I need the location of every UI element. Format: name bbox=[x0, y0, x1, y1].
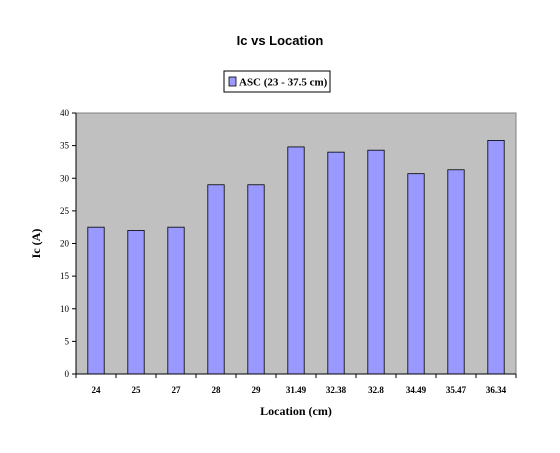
bar bbox=[207, 184, 225, 375]
chart-title: Ic vs Location bbox=[237, 33, 324, 48]
x-tick-label: 24 bbox=[92, 385, 102, 395]
legend-swatch bbox=[228, 76, 237, 87]
y-tick-label: 35 bbox=[60, 141, 70, 151]
y-tick-label: 40 bbox=[60, 108, 70, 118]
bar bbox=[287, 146, 305, 375]
bar bbox=[247, 184, 265, 375]
bars-group bbox=[87, 140, 505, 375]
x-axis: 24 25 27 28 29 31.49 32.38 32.8 34.49 35.47 36.34 bbox=[75, 374, 517, 395]
x-tick-label: 34.49 bbox=[406, 385, 427, 395]
legend-label: ASC (23 - 37.5 cm) bbox=[239, 77, 328, 89]
bar bbox=[367, 149, 385, 375]
y-axis-label: Ic (A) bbox=[29, 229, 43, 259]
bar bbox=[167, 226, 185, 375]
legend: ASC (23 - 37.5 cm) bbox=[223, 70, 331, 93]
bar bbox=[87, 226, 105, 375]
x-tick-label: 32.38 bbox=[326, 385, 347, 395]
y-tick-label: 30 bbox=[60, 173, 70, 183]
x-tick-label: 27 bbox=[172, 385, 182, 395]
y-tick-label: 15 bbox=[60, 271, 70, 281]
x-tick-label: 32.8 bbox=[368, 385, 384, 395]
x-axis-label: Location (cm) bbox=[260, 404, 332, 418]
y-tick-label: 20 bbox=[60, 239, 70, 249]
bar bbox=[127, 230, 145, 375]
y-tick-label: 5 bbox=[65, 336, 70, 346]
y-tick-label: 0 bbox=[65, 369, 70, 379]
y-tick-label: 10 bbox=[60, 304, 70, 314]
x-tick-label: 31.49 bbox=[286, 385, 307, 395]
x-tick-label: 29 bbox=[252, 385, 262, 395]
x-tick-label: 36.34 bbox=[486, 385, 507, 395]
bar bbox=[327, 151, 345, 375]
x-tick-label: 25 bbox=[132, 385, 142, 395]
x-tick-label: 35.47 bbox=[446, 385, 467, 395]
y-axis: 0 5 10 15 20 25 30 35 40 bbox=[60, 108, 76, 379]
x-tick-label: 28 bbox=[212, 385, 222, 395]
bar bbox=[407, 173, 425, 375]
bar bbox=[487, 140, 505, 375]
y-tick-label: 25 bbox=[60, 206, 70, 216]
legend-box bbox=[223, 70, 331, 93]
bar bbox=[447, 169, 465, 375]
